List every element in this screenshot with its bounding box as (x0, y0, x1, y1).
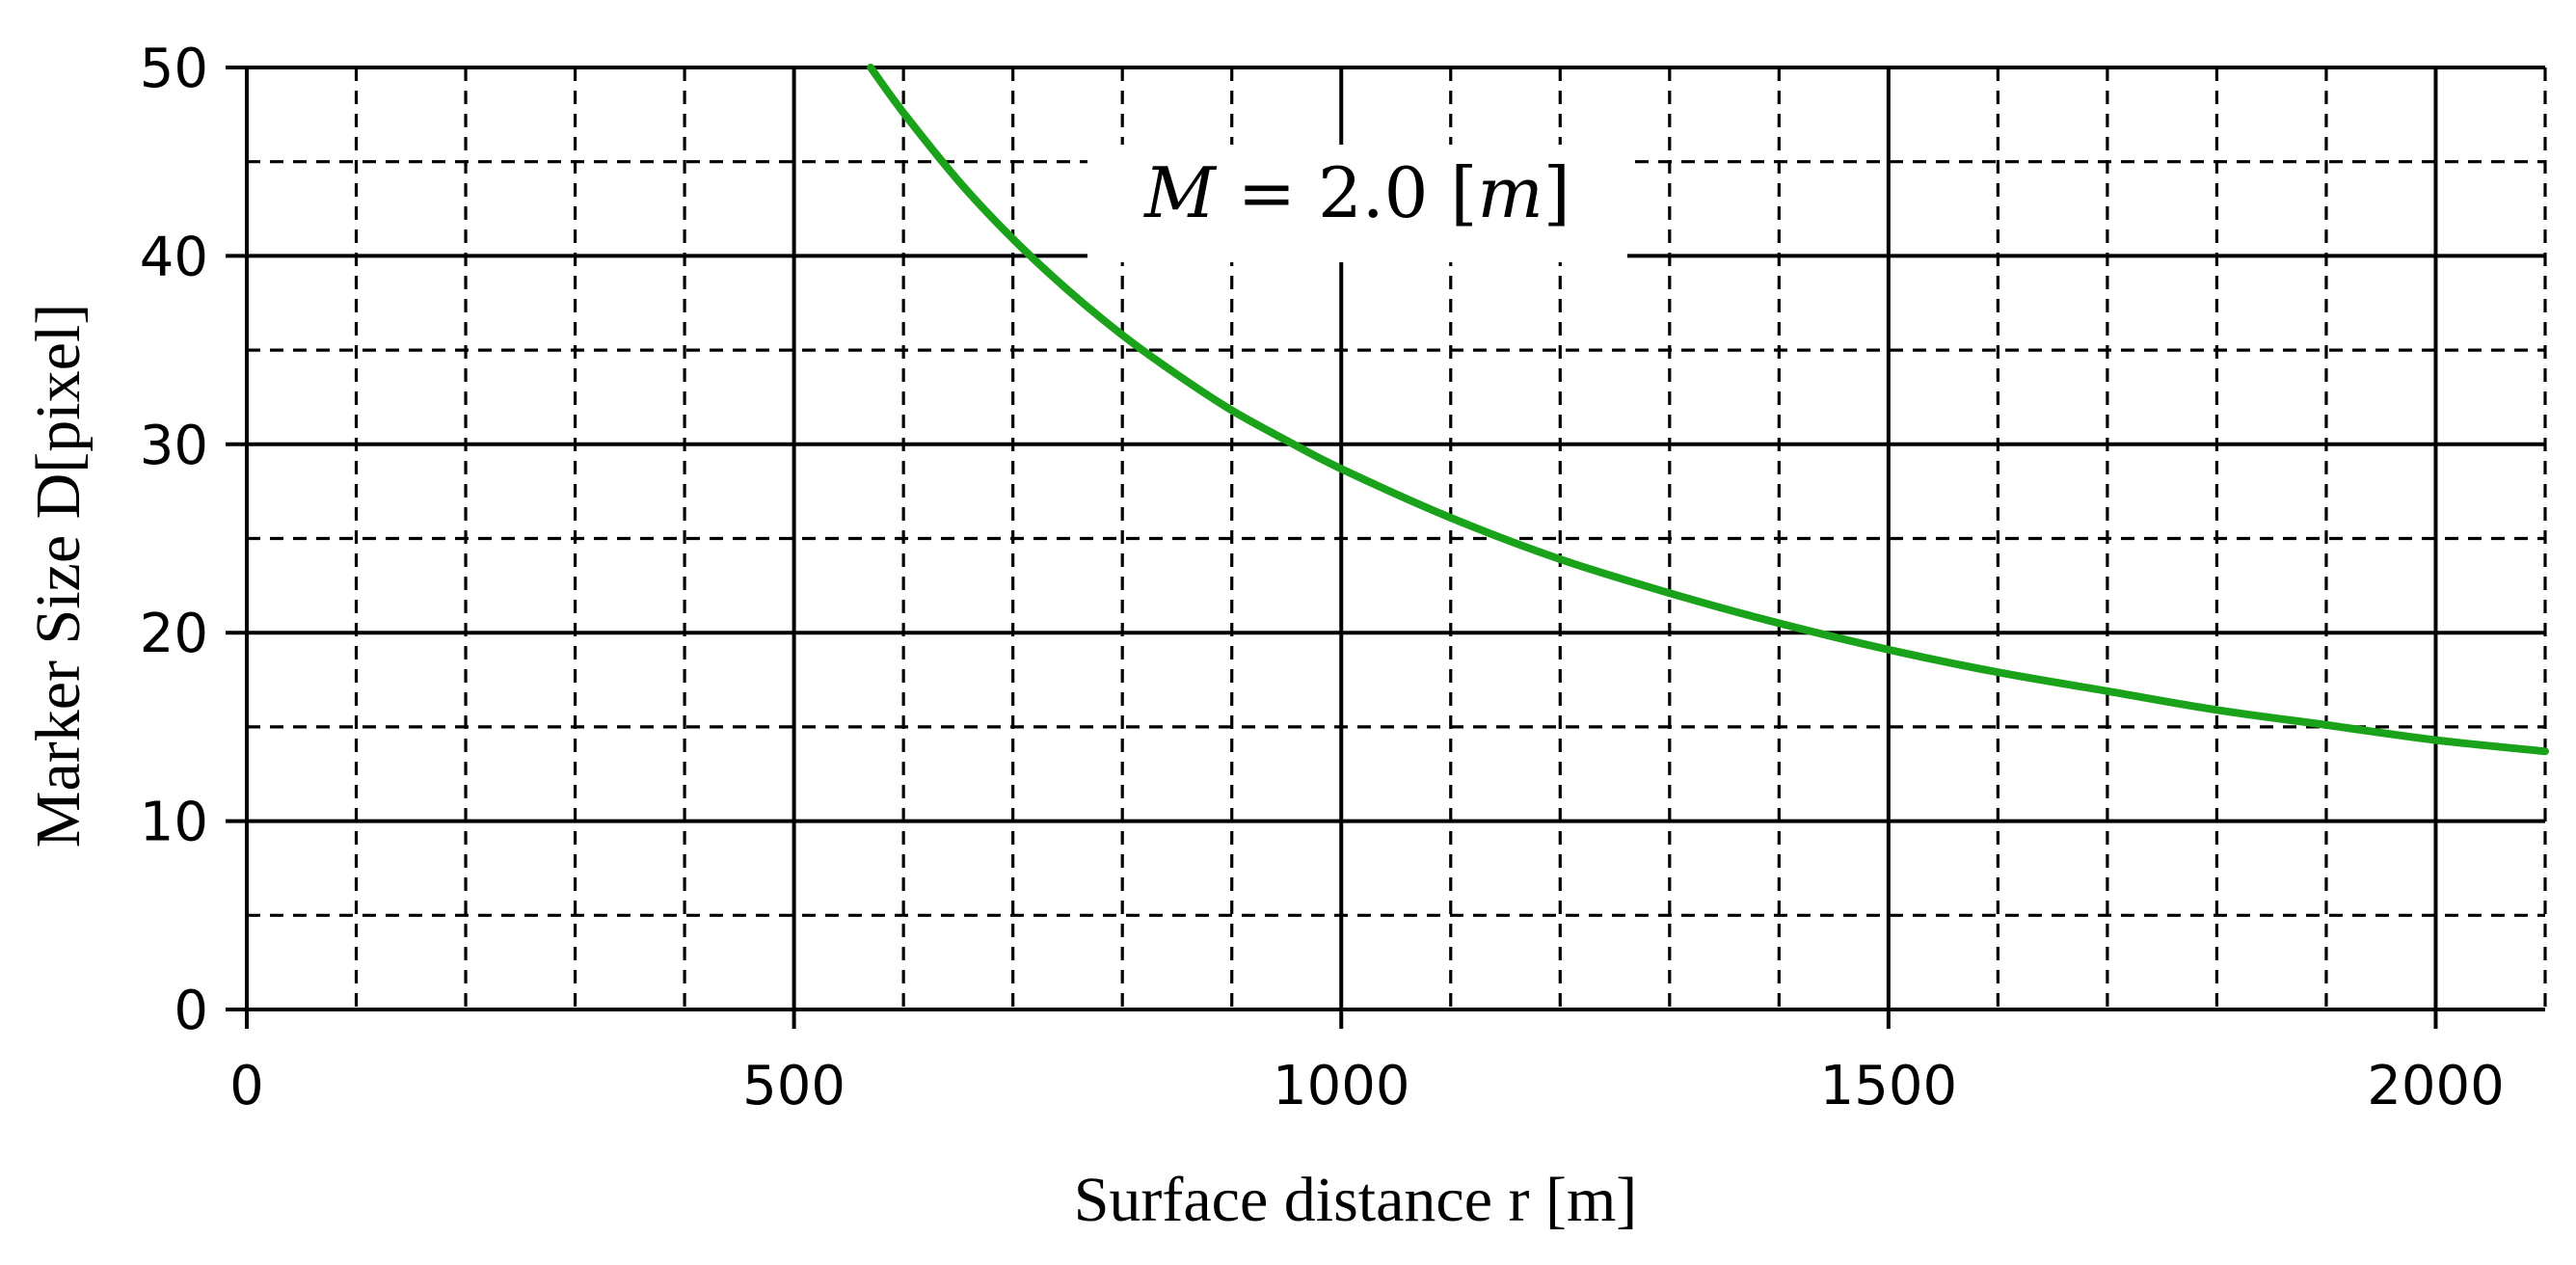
y-tick-label: 30 (140, 415, 208, 477)
y-tick-label: 50 (140, 38, 208, 100)
x-tick-label: 1000 (1273, 1055, 1410, 1117)
y-tick-label: 40 (140, 226, 208, 288)
series-line (867, 64, 2549, 756)
x-tick-label: 500 (742, 1055, 845, 1117)
x-tick-label: 1500 (1820, 1055, 1958, 1117)
series-layer (867, 64, 2549, 756)
y-axis-title: Marker Size D[pixel] (23, 304, 94, 848)
annotation-box (1087, 145, 1627, 262)
annotation-var: M (1142, 152, 1218, 233)
annotation-eq: = 2.0 [ (1216, 152, 1478, 233)
y-tick-label: 10 (140, 792, 208, 854)
x-axis-title: Surface distance r [m] (1074, 1165, 1638, 1235)
annotation-label: M = 2.0 [m] (1142, 152, 1570, 233)
tick-labels: 0 500 1000 1500 2000 0 10 20 30 40 50 (140, 38, 2505, 1117)
grid (226, 66, 2547, 1029)
annotation-unit: m (1477, 152, 1543, 233)
y-tick-label: 20 (140, 603, 208, 665)
x-tick-label: 2000 (2367, 1055, 2505, 1117)
x-tick-label: 0 (229, 1055, 264, 1117)
y-tick-label: 0 (174, 980, 208, 1042)
annotation-close: ] (1543, 152, 1570, 233)
